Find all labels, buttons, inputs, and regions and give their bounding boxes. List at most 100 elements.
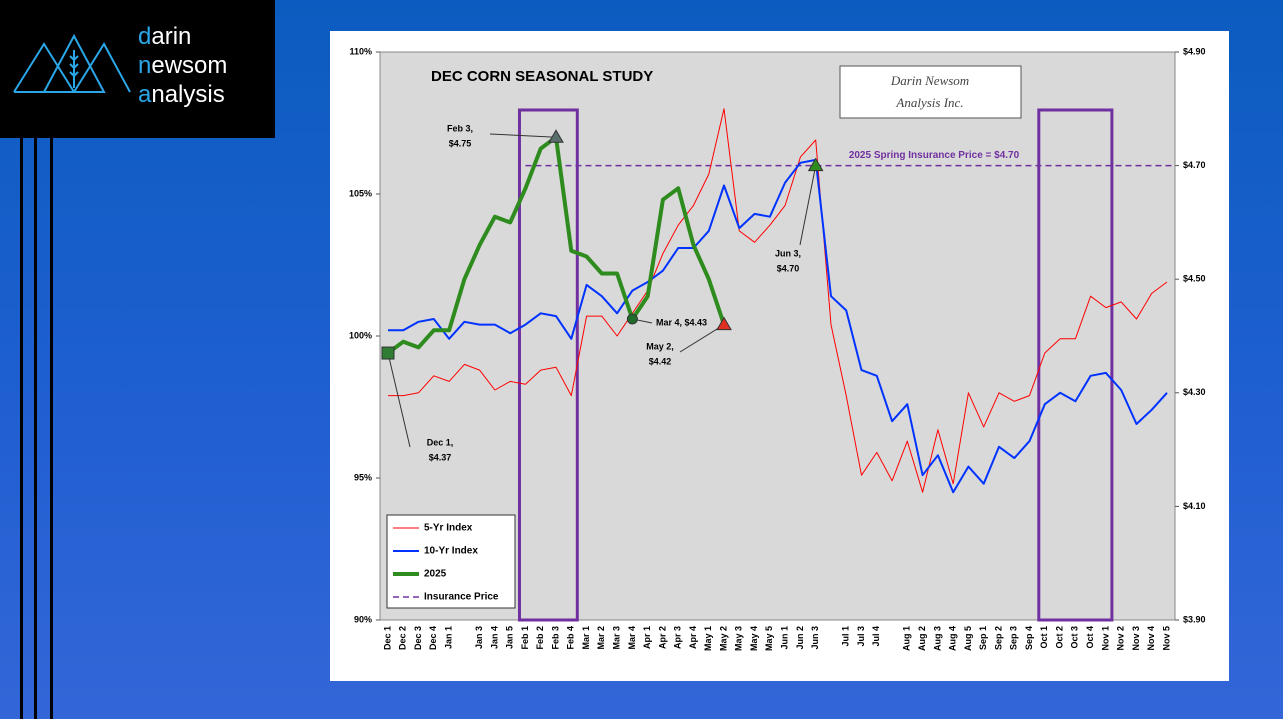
legend-label: 10-Yr Index <box>424 546 478 557</box>
x-tick-label: Jun 2 <box>795 626 805 650</box>
y2-tick-label: $4.10 <box>1183 501 1206 511</box>
x-tick-label: May 2 <box>718 626 728 651</box>
logo-word: newsom <box>138 52 227 79</box>
y2-tick-label: $4.70 <box>1183 160 1206 170</box>
x-tick-label: Oct 3 <box>1070 626 1080 649</box>
logo-word: darin <box>138 23 191 50</box>
leader-line <box>679 324 725 353</box>
x-tick-label: Jun 1 <box>780 626 790 650</box>
x-tick-label: Apr 1 <box>642 626 652 649</box>
y2-tick-label: $4.90 <box>1183 46 1206 56</box>
x-tick-label: Jan 4 <box>489 626 499 649</box>
stripe <box>50 138 53 719</box>
x-tick-label: Jan 1 <box>443 626 453 649</box>
logo-accent: a <box>138 81 152 108</box>
y-tick-label: 95% <box>354 472 372 482</box>
annotation-marker <box>807 157 824 172</box>
y2-tick-label: $4.30 <box>1183 387 1206 397</box>
legend-label: Insurance Price <box>424 592 499 603</box>
x-tick-label: Oct 4 <box>1085 626 1095 649</box>
series-line <box>388 158 1168 494</box>
x-tick-label: Jan 3 <box>474 626 484 649</box>
x-tick-label: Aug 1 <box>902 626 912 651</box>
logo-word: analysis <box>138 81 225 108</box>
x-tick-label: Nov 5 <box>1161 626 1171 651</box>
x-tick-label: Aug 3 <box>932 626 942 651</box>
x-tick-label: Feb 3 <box>550 626 560 650</box>
annotation-marker <box>716 316 732 331</box>
x-tick-label: Mar 2 <box>596 626 606 650</box>
x-tick-label: Dec 1 <box>382 626 392 650</box>
watermark-box <box>839 65 1022 119</box>
stripe <box>34 138 37 719</box>
x-tick-label: Dec 4 <box>428 626 438 650</box>
x-tick-label: Oct 1 <box>1039 626 1049 649</box>
chart-title: DEC CORN SEASONAL STUDY <box>431 68 653 85</box>
annotation-label: $4.75 <box>449 138 472 148</box>
x-tick-label: Mar 1 <box>581 626 591 650</box>
annotation-label: Mar 4, $4.43 <box>656 317 707 327</box>
x-tick-label: Nov 1 <box>1100 626 1110 651</box>
x-tick-label: May 4 <box>749 626 759 651</box>
x-tick-label: May 3 <box>734 626 744 651</box>
y-tick-label: 105% <box>349 188 372 198</box>
x-tick-label: Feb 1 <box>520 626 530 650</box>
x-tick-label: Mar 3 <box>611 626 621 650</box>
x-tick-label: Sep 2 <box>993 626 1003 650</box>
logo-rest: ewsom <box>151 52 227 79</box>
x-tick-label: Nov 2 <box>1116 626 1126 651</box>
annotation-label: May 2, <box>646 341 674 351</box>
insurance-label: 2025 Spring Insurance Price = $4.70 <box>849 150 1020 161</box>
x-tick-label: Jun 3 <box>810 626 820 650</box>
annotation-label: $4.42 <box>649 356 672 366</box>
logo-icon <box>13 33 131 93</box>
x-tick-label: Aug 5 <box>963 626 973 651</box>
annotation-marker <box>626 313 638 325</box>
x-tick-label: Nov 4 <box>1146 626 1156 651</box>
annotation-label: Feb 3, <box>447 123 473 133</box>
legend-label: 2025 <box>424 569 447 580</box>
x-tick-label: Dec 2 <box>398 626 408 650</box>
leader-line <box>489 133 557 138</box>
y-tick-label: 110% <box>349 46 372 56</box>
x-tick-label: Jan 5 <box>505 626 515 649</box>
logo-rest: arin <box>151 23 191 50</box>
x-tick-label: May 1 <box>703 626 713 651</box>
x-tick-label: Jul 4 <box>871 626 881 647</box>
legend-box <box>386 514 516 609</box>
y-tick-label: 100% <box>349 330 372 340</box>
x-tick-label: Nov 3 <box>1131 626 1141 651</box>
x-tick-label: Apr 3 <box>673 626 683 649</box>
y2-tick-label: $3.90 <box>1183 614 1206 624</box>
x-tick-label: Jul 3 <box>856 626 866 647</box>
x-tick-label: Jul 1 <box>841 626 851 647</box>
x-tick-label: Sep 1 <box>978 626 988 650</box>
highlight-box <box>1037 108 1114 622</box>
y-tick-label: 90% <box>354 614 372 624</box>
x-tick-label: Aug 2 <box>917 626 927 651</box>
annotation-label: Dec 1, <box>427 437 454 447</box>
annotation-marker <box>548 129 564 143</box>
watermark-line: Darin Newsom <box>890 73 969 88</box>
leader-line <box>799 165 817 246</box>
x-tick-label: Oct 2 <box>1054 626 1064 649</box>
annotation-marker <box>381 346 395 360</box>
x-tick-label: May 5 <box>764 626 774 651</box>
x-tick-label: Apr 4 <box>688 626 698 649</box>
x-tick-label: Dec 3 <box>413 626 423 650</box>
stripe <box>20 138 23 719</box>
x-tick-label: Feb 4 <box>566 626 576 650</box>
logo-rest: nalysis <box>151 81 224 108</box>
x-tick-label: Apr 2 <box>657 626 667 649</box>
leader-line <box>387 352 411 448</box>
logo-accent: d <box>138 23 151 50</box>
annotation-label: $4.37 <box>429 452 452 462</box>
x-tick-label: Aug 4 <box>948 626 958 651</box>
annotation-label: $4.70 <box>777 263 800 273</box>
x-tick-label: Sep 4 <box>1024 626 1034 650</box>
x-tick-label: Mar 4 <box>627 626 637 650</box>
x-tick-label: Feb 2 <box>535 626 545 650</box>
x-tick-label: Sep 3 <box>1009 626 1019 650</box>
